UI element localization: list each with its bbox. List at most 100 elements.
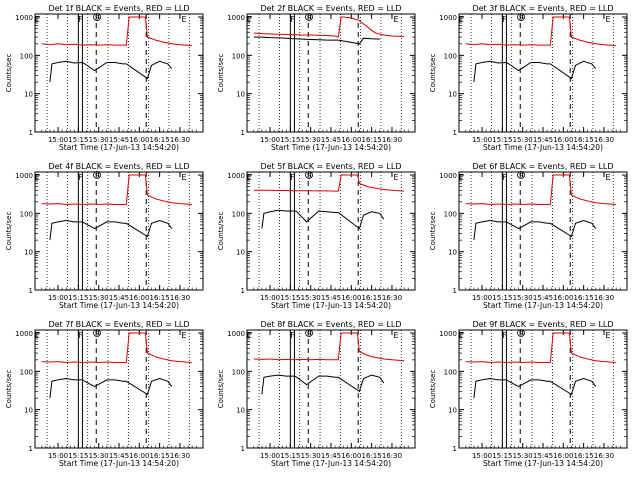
x-tick-label: 15:15 [492,136,512,144]
x-tick-label: 15:45 [533,294,553,302]
time-marker-label: F [290,15,295,24]
series-line-events [49,377,173,399]
x-tick-label: 15:30 [513,294,533,302]
y-tick-label: 10 [236,249,245,257]
y-axis-label: Counts/sec [5,212,13,251]
x-axis-label: Start Time (17-Jun-13 14:54:20) [271,301,391,310]
x-tick-label: 15:00 [472,136,492,144]
marker-circle [517,329,525,337]
x-tick-label: 16:30 [594,294,614,302]
panel-title: Det 5f BLACK = Events, RED = LLD [260,162,401,171]
time-marker-label: E [605,331,610,340]
x-tick-label: 15:30 [513,136,533,144]
x-tick-label: 16:30 [594,136,614,144]
marker-circle [93,171,101,179]
x-tick-label: 15:15 [492,294,512,302]
time-marker-label: S [95,14,99,22]
series-line-events [473,60,597,83]
y-tick-label: 1000 [227,330,245,338]
x-tick-label: 15:45 [533,136,553,144]
detector-panel-4: Det 4f BLACK = Events, RED = LLD 1 10 100 10… [5,162,204,310]
y-tick-label: 1 [453,445,457,453]
x-tick-label: 15:00 [48,136,68,144]
y-tick-label: 1 [453,129,457,137]
plot-frame [34,13,204,133]
x-axis-label: Start Time (17-Jun-13 14:54:20) [59,143,179,152]
y-tick-label: 1 [29,287,33,295]
x-tick-label: 15:30 [301,294,321,302]
series-line-lld [465,332,617,364]
x-tick-label: 16:00 [553,136,573,144]
time-marker-label: E [247,15,252,24]
y-tick-label: 10 [448,91,457,99]
panel-title: Det 9f BLACK = Events, RED = LLD [472,320,613,329]
detector-panel-9: Det 9f BLACK = Events, RED = LLD 1 10 100 10… [429,320,628,468]
panel-title: Det 7f BLACK = Events, RED = LLD [48,320,189,329]
y-tick-label: 100 [444,210,457,218]
y-tick-label: 100 [444,52,457,60]
x-tick-label: 15:15 [280,136,300,144]
time-marker-label: F [78,331,83,340]
time-marker-label: E [35,173,40,182]
x-tick-label: 15:45 [321,452,341,460]
plot-frame [246,13,416,133]
y-tick-label: 1000 [227,172,245,180]
y-tick-label: 1 [241,287,245,295]
x-tick-label: 16:15 [574,294,594,302]
y-axis-label: Counts/sec [5,54,13,93]
x-tick-label: 15:15 [68,294,88,302]
series-line-events [473,377,597,399]
plot-frame [246,329,416,449]
y-tick-label: 1 [453,287,457,295]
x-tick-label: 16:15 [150,294,170,302]
time-marker-label: E [393,15,398,24]
time-marker-label: E [459,173,464,182]
time-marker-label: E [459,15,464,24]
x-tick-label: 15:00 [260,294,280,302]
x-tick-label: 15:15 [68,136,88,144]
y-tick-label: 100 [20,368,33,376]
x-tick-label: 16:00 [553,294,573,302]
series-line-lld [253,16,405,38]
y-tick-label: 10 [24,91,33,99]
x-tick-label: 15:30 [89,294,109,302]
x-axis-label: Start Time (17-Jun-13 14:54:20) [271,459,391,468]
y-tick-label: 1000 [439,14,457,22]
y-tick-label: 1000 [439,172,457,180]
time-marker-label: F [78,173,83,182]
y-tick-label: 10 [448,249,457,257]
plot-frame [458,171,628,291]
time-marker-label: E [35,331,40,340]
x-tick-label: 15:45 [109,136,129,144]
marker-circle [305,329,313,337]
x-tick-label: 16:15 [150,136,170,144]
detector-panel-6: Det 6f BLACK = Events, RED = LLD 1 10 100 10… [429,162,628,310]
y-tick-label: 1000 [439,330,457,338]
x-tick-label: 15:30 [301,452,321,460]
y-tick-label: 1000 [15,330,33,338]
panel-title: Det 6f BLACK = Events, RED = LLD [472,162,613,171]
y-tick-label: 1 [29,445,33,453]
detector-panel-2: Det 2f BLACK = Events, RED = LLD 1 10 100 10… [217,4,416,152]
series-line-lld [253,332,405,362]
time-marker-label: E [181,173,186,182]
time-marker-label: F [502,15,507,24]
panel-title: Det 3f BLACK = Events, RED = LLD [472,4,613,13]
time-marker-label: F [502,331,507,340]
y-tick-label: 10 [24,249,33,257]
x-tick-label: 15:00 [260,136,280,144]
y-tick-label: 1000 [227,14,245,22]
time-marker-label: S [95,172,99,180]
x-tick-label: 15:15 [492,452,512,460]
plot-frame [458,329,628,449]
series-line-lld [465,16,617,47]
y-tick-label: 1000 [15,14,33,22]
y-axis-label: Counts/sec [217,370,225,409]
x-tick-label: 16:15 [362,294,382,302]
marker-circle [93,13,101,21]
time-marker-label: S [519,172,523,180]
x-tick-label: 15:00 [472,294,492,302]
y-tick-label: 100 [232,210,245,218]
marker-circle [305,13,313,21]
